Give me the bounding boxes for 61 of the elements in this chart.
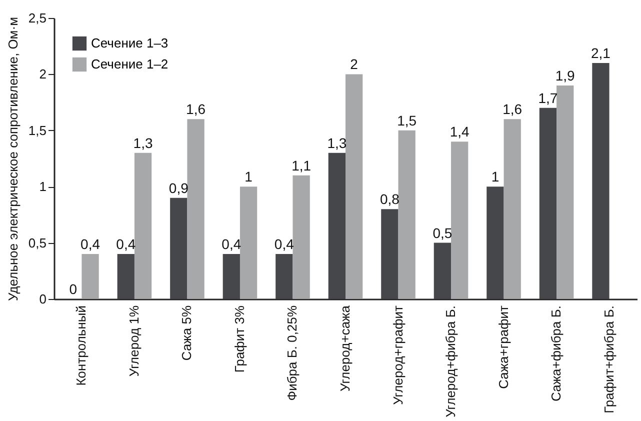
data-label: 1,3 <box>327 134 347 151</box>
data-label: 1,9 <box>555 67 576 84</box>
y-tick-label: 1,5 <box>28 122 46 138</box>
bar <box>292 175 310 299</box>
data-label: 1,6 <box>186 101 206 118</box>
x-tick-label: Углерод 1% <box>126 305 142 377</box>
data-label: 0,8 <box>380 191 400 208</box>
bar <box>346 74 363 299</box>
bar <box>222 254 240 299</box>
bar <box>434 242 452 299</box>
data-label: 0,4 <box>274 236 294 252</box>
data-label: 1,4 <box>450 124 470 140</box>
bar <box>187 119 204 299</box>
x-tick-label: Углерод+фибра Б. <box>443 306 458 418</box>
x-tick-label: Графит 3% <box>232 305 247 373</box>
bar <box>276 254 293 299</box>
bar <box>451 142 468 299</box>
x-tick-label: Фибра Б. 0,25% <box>284 305 300 401</box>
bar <box>592 62 610 299</box>
legend-label: Сечение 1–2 <box>91 56 168 72</box>
data-label: 1,5 <box>397 112 417 128</box>
x-tick-label: Графит+фибра Б. <box>601 306 616 414</box>
legend-label: Сечение 1–3 <box>91 36 168 50</box>
y-tick-label: 2 <box>39 66 46 82</box>
y-axis-title: Удельное электрическое сопротивление, Ом·м <box>5 16 20 302</box>
bar <box>240 186 258 299</box>
x-tick-label: Углерод+сажа <box>338 304 352 392</box>
bar <box>504 119 521 299</box>
x-tick-label: Сажа+графит <box>496 305 511 389</box>
data-label: 1,3 <box>133 134 153 151</box>
bar <box>134 152 152 299</box>
data-label: 0,4 <box>222 236 242 252</box>
bar <box>328 152 346 299</box>
y-tick-label: 0,5 <box>28 235 46 250</box>
data-label: 0 <box>69 281 78 297</box>
bar <box>486 186 504 299</box>
bar <box>170 198 188 299</box>
y-tick-label: 1 <box>39 179 46 194</box>
data-label: 2,1 <box>590 44 611 61</box>
x-tick-label: Углерод+графит <box>390 305 406 405</box>
bar <box>539 108 557 299</box>
data-label: 0,4 <box>116 236 136 252</box>
data-label: 0,4 <box>80 236 100 252</box>
bar <box>117 254 134 299</box>
data-label: 1 <box>244 168 253 185</box>
x-tick-label: Сажа+фибра Б. <box>548 306 564 402</box>
data-label: 1,7 <box>538 90 558 106</box>
bar <box>556 85 574 299</box>
data-label: 0,5 <box>432 224 452 241</box>
x-tick-label: Контрольный <box>74 306 89 386</box>
data-label: 1,6 <box>502 101 522 118</box>
data-label: 1,1 <box>292 157 312 174</box>
y-tick-label: 0 <box>39 292 46 306</box>
bar <box>82 254 99 299</box>
data-label: 1 <box>491 168 500 185</box>
data-label: 2 <box>350 56 358 72</box>
y-tick-label: 2,5 <box>28 10 46 26</box>
data-label: 0,9 <box>168 180 189 196</box>
bar <box>381 209 398 299</box>
bar <box>398 130 416 299</box>
x-tick-label: Сажа 5% <box>179 305 194 361</box>
